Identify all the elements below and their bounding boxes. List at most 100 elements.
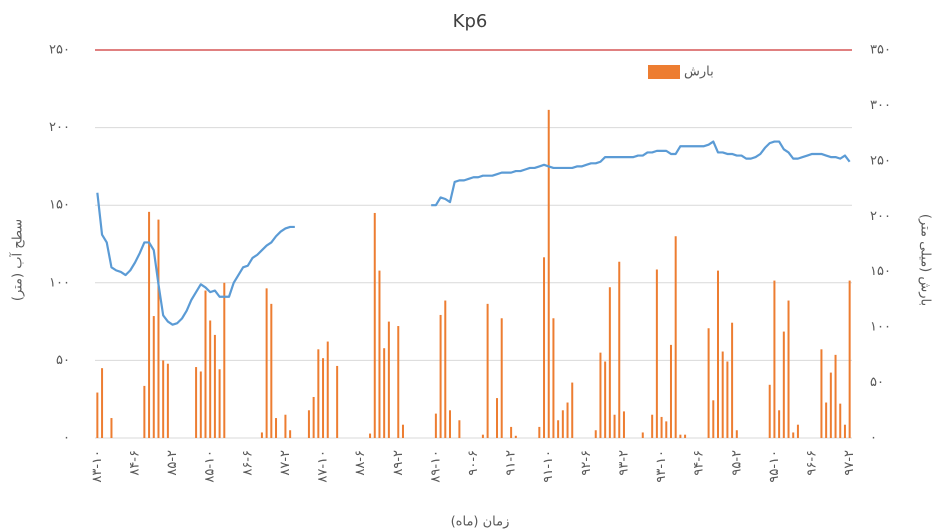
bar xyxy=(369,433,372,438)
bar xyxy=(401,424,404,438)
bar xyxy=(486,303,489,438)
bar xyxy=(157,219,160,438)
legend-swatch xyxy=(648,65,680,79)
bar xyxy=(434,413,437,438)
bar xyxy=(712,400,715,438)
bar xyxy=(679,434,682,438)
x-tick-label: ۸۳-۱۰ xyxy=(90,450,105,483)
bar xyxy=(538,426,541,438)
bar xyxy=(510,426,513,438)
x-tick-label: ۹۵-۲ xyxy=(729,450,744,476)
bar xyxy=(322,358,325,438)
y2-tick-label: ۱۰۰ xyxy=(870,320,891,335)
bar xyxy=(378,270,381,438)
x-tick-label: ۹۲-۶ xyxy=(579,450,594,476)
x-tick-label: ۹۴-۶ xyxy=(692,450,707,476)
bar xyxy=(547,109,550,438)
bar xyxy=(444,300,447,438)
bar xyxy=(782,331,785,438)
bar xyxy=(622,411,625,438)
x-tick-label: ۸۹-۱۰ xyxy=(428,450,443,483)
y2-tick-label: ۵۰ xyxy=(870,375,884,390)
bar xyxy=(735,430,738,438)
bar xyxy=(660,416,663,438)
bar xyxy=(143,385,146,438)
bar xyxy=(669,344,672,438)
bar xyxy=(731,322,734,438)
y-tick-label: ۱۵۰ xyxy=(49,198,70,213)
bar xyxy=(204,290,207,438)
bar xyxy=(557,420,560,438)
bar xyxy=(848,280,851,438)
bar xyxy=(458,420,461,438)
y-axis-title: سطح آب (متر) xyxy=(9,219,26,301)
x-tick-label: ۸۶-۶ xyxy=(240,450,255,476)
x-tick-label: ۸۷-۱۰ xyxy=(316,450,331,483)
bar xyxy=(839,403,842,438)
bar xyxy=(773,280,776,438)
bar xyxy=(834,354,837,438)
x-tick-label: ۹۱-۱۰ xyxy=(541,450,556,483)
bar xyxy=(825,402,828,438)
bar xyxy=(195,367,198,438)
bar xyxy=(166,363,169,438)
bar xyxy=(543,257,546,438)
y2-tick-label: ۱۵۰ xyxy=(870,264,891,279)
y2-tick-label: ۲۰۰ xyxy=(870,209,891,224)
bar xyxy=(270,303,273,438)
x-tick-label: ۸۷-۲ xyxy=(278,450,293,476)
y-tick-label: ۰ xyxy=(63,431,70,446)
bar xyxy=(260,432,263,438)
x-tick-label: ۸۴-۶ xyxy=(127,450,142,476)
bar xyxy=(265,288,268,438)
bar xyxy=(110,418,113,438)
bar xyxy=(665,421,668,438)
x-tick-label: ۹۳-۱۰ xyxy=(654,450,669,483)
bar xyxy=(397,326,400,438)
bar xyxy=(726,361,729,438)
bar xyxy=(604,361,607,438)
x-tick-label: ۹۱-۲ xyxy=(504,450,519,476)
x-tick-label: ۹۳-۲ xyxy=(616,450,631,476)
bar xyxy=(618,261,621,438)
bar xyxy=(481,434,484,438)
bar xyxy=(829,372,832,438)
bar xyxy=(655,269,658,438)
bar xyxy=(796,424,799,438)
bar xyxy=(307,410,310,438)
x-tick-label: ۸۹-۲ xyxy=(391,450,406,476)
y2-tick-label: ۳۵۰ xyxy=(870,43,891,58)
bar xyxy=(96,392,99,438)
y-tick-label: ۲۰۰ xyxy=(49,120,70,135)
bar xyxy=(571,382,574,438)
bar xyxy=(284,414,287,438)
bar xyxy=(317,349,320,438)
y2-tick-label: ۳۰۰ xyxy=(870,98,891,113)
bar xyxy=(651,414,654,438)
y2-axis-title: بارش (میلی متر) xyxy=(918,214,933,306)
bar xyxy=(101,368,104,438)
bar xyxy=(326,341,329,438)
bar xyxy=(787,300,790,438)
bar xyxy=(674,236,677,438)
y-tick-label: ۱۰۰ xyxy=(49,275,70,290)
bar xyxy=(721,351,724,438)
y2-tick-label: ۰ xyxy=(870,431,877,446)
bar xyxy=(373,212,376,438)
bar xyxy=(439,314,442,438)
bar xyxy=(199,371,202,438)
legend-label: بارش xyxy=(684,65,714,80)
x-axis-title: زمان (ماه) xyxy=(451,515,510,530)
x-tick-label: ۸۵-۱۰ xyxy=(203,450,218,483)
bar xyxy=(336,365,339,438)
bar xyxy=(561,410,564,438)
y-tick-label: ۵۰ xyxy=(56,353,70,368)
bar xyxy=(383,348,386,438)
bar xyxy=(148,211,151,438)
bar xyxy=(843,424,846,438)
x-tick-label: ۹۵-۱۰ xyxy=(767,450,782,483)
y2-tick-label: ۲۵۰ xyxy=(870,153,891,168)
bar xyxy=(289,430,292,438)
bar xyxy=(820,349,823,438)
